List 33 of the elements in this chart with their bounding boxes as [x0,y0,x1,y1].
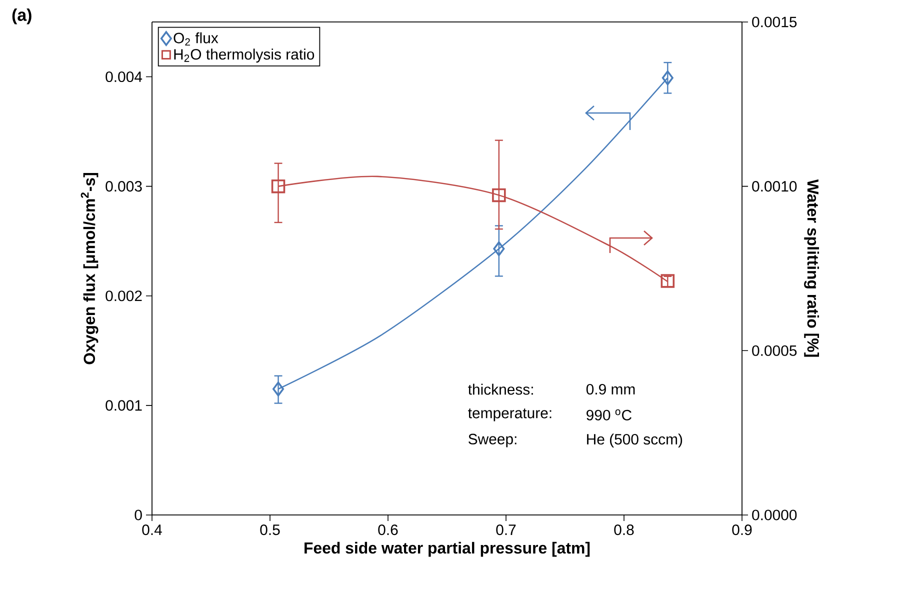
y2-tick-label: 0.0015 [752,16,797,28]
y-axis-title: Oxygen flux [μmol/cm$^{2}$-s] [80,173,98,364]
annotation: thickness: [468,384,533,395]
point [271,179,286,194]
y-tick-label: 0.003 [106,181,142,192]
x-tick-label: 0.7 [496,524,516,536]
annotation: temperature: [468,408,552,422]
x-tick-label: 0.8 [614,524,634,536]
y-tick-label: 0.001 [106,400,142,411]
x-tick-label: 0.9 [732,524,752,536]
x-tick-label: 0.6 [378,524,398,536]
point [662,70,674,86]
point [272,382,284,396]
annotation: He (500 sccm) [587,434,682,448]
y2-axis-title: Water splitting ratio [%] [804,179,819,357]
legend-label: H$_{2}$O thermolysis ratio [174,48,314,63]
legend-label: O$_{2}$ flux [174,32,218,46]
annotation: 0.9 mm [586,384,635,395]
y2-tick-label: 0.0000 [752,510,797,520]
point [492,188,506,202]
y-tick-label: 0 [134,510,142,520]
annotation: 990 $^{o}$C [586,409,632,420]
x-tick-label: 0.4 [142,524,162,536]
point [660,274,675,288]
point [493,241,505,256]
y2-tick-label: 0.0010 [752,181,797,192]
y-tick-label: 0.004 [106,71,142,82]
annotation: Sweep: [468,434,516,448]
y-tick-label: 0.002 [106,290,142,302]
x-tick-label: 0.5 [260,524,280,536]
x-axis-title: Feed side water partial pressure [atm] [304,542,590,557]
y2-tick-label: 0.0005 [752,345,797,356]
chart-title: (a) [12,8,32,24]
